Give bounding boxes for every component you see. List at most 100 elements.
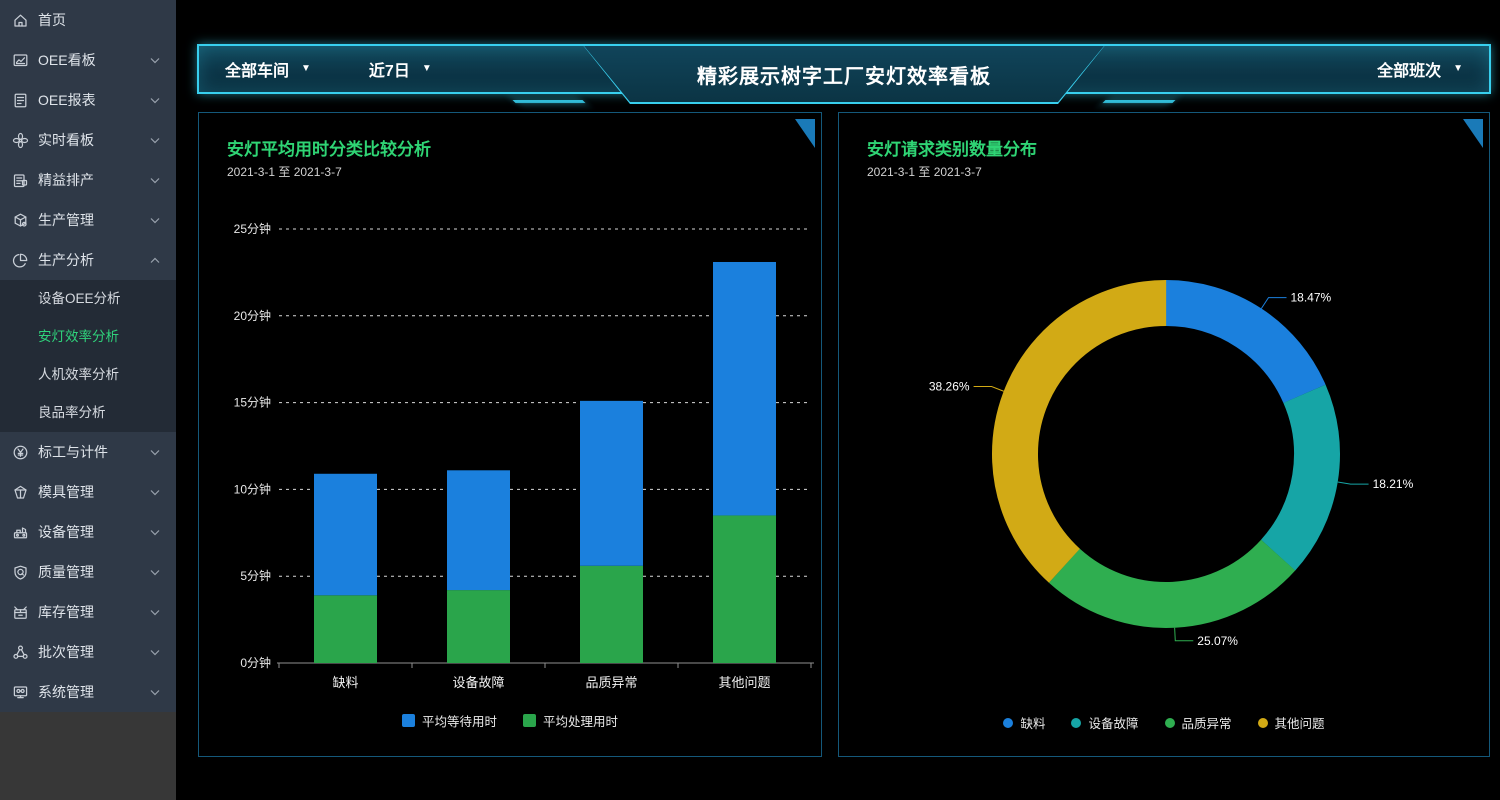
sidebar-menu: 首页 OEE看板 OEE报表实时看板精益排产生产管理生产分析设备OEE分析 安灯效率分… [0, 0, 176, 712]
sidebar-item-mold-mgmt[interactable]: 模具管理 [0, 472, 176, 512]
sidebar-item-production-analysis[interactable]: 生产分析 [0, 240, 176, 280]
legend-label: 设备故障 [1088, 717, 1139, 731]
donut-label-line [1260, 297, 1287, 309]
y-axis-tick-label: 5分钟 [240, 568, 271, 583]
x-axis-category-label: 缺料 [332, 675, 358, 690]
machine-icon [13, 526, 28, 538]
x-axis-category-label: 其他问题 [718, 675, 770, 690]
sidebar-item-oee-board[interactable]: OEE看板 [0, 40, 176, 80]
chevron-down-icon [150, 609, 160, 615]
sidebar-item-label: 首页 [38, 12, 66, 28]
legend-item[interactable]: 缺料 [1003, 713, 1045, 732]
legend-item[interactable]: 设备故障 [1071, 713, 1139, 732]
sidebar-item-label: 生产分析 [38, 252, 94, 268]
legend-dot [1257, 717, 1268, 728]
legend-item[interactable]: 其他问题 [1257, 713, 1325, 732]
sidebar-item-label: 质量管理 [38, 564, 94, 580]
sidebar-subitem-man-machine-efficiency-analysis[interactable]: 人机效率分析 [38, 367, 119, 382]
batch-nodes-icon [13, 644, 28, 659]
bar-segment [580, 400, 643, 566]
sidebar-item-batch-mgmt[interactable]: 批次管理 [0, 632, 176, 672]
donut-percent-label: 18.21% [1373, 477, 1414, 491]
bar-chart-title: 安灯平均用时分类比较分析 [227, 140, 431, 159]
sidebar-item-label: OEE报表 [38, 92, 96, 108]
home-icon [14, 14, 27, 27]
system-monitor-icon [13, 685, 28, 698]
sidebar-item-production-mgmt[interactable]: 生产管理 [0, 200, 176, 240]
donut-chart-date-range: 2021-3-1 至 2021-3-7 [867, 165, 982, 179]
inventory-box-icon [14, 605, 27, 619]
sidebar-item-label: 系统管理 [38, 684, 94, 700]
sidebar-item-equipment-mgmt[interactable]: 设备管理 [0, 512, 176, 552]
yen-circle-icon [13, 445, 28, 459]
date-range-filter-dropdown[interactable]: 近7日 ▼ [369, 57, 432, 81]
y-axis-tick-label: 15分钟 [234, 395, 271, 410]
donut-percent-label: 38.26% [929, 380, 970, 394]
sidebar-submenu-production-analysis: 设备OEE分析 安灯效率分析 人机效率分析 良品率分析 [0, 280, 176, 432]
bar-segment [314, 473, 377, 596]
bar-chart-legend: 平均等待用时 平均处理用时 [199, 711, 821, 730]
legend-swatch [523, 714, 536, 727]
sidebar-item-label: 生产管理 [38, 212, 94, 228]
legend-dot [1071, 717, 1082, 728]
y-axis-tick-label: 0分钟 [240, 655, 271, 670]
sidebar-item-oee-report[interactable]: OEE报表 [0, 80, 176, 120]
sidebar-subitem-andon-efficiency-analysis[interactable]: 安灯效率分析 [38, 329, 119, 344]
y-axis-tick-label: 25分钟 [234, 221, 271, 236]
bar-segment [314, 595, 377, 663]
bar-segment [713, 515, 776, 663]
sidebar-item-label: 设备管理 [38, 524, 94, 540]
legend-label: 品质异常 [1181, 717, 1232, 731]
sidebar-subitem-device-oee-analysis[interactable]: 设备OEE分析 [38, 291, 121, 306]
sidebar-item-label: 库存管理 [38, 604, 94, 620]
donut-percent-label: 25.07% [1197, 634, 1238, 648]
sidebar-item-std-work-piecework[interactable]: 标工与计件 [0, 432, 176, 472]
donut-label-line [1337, 481, 1369, 485]
legend-label: 平均等待用时 [421, 715, 497, 729]
chevron-down-icon [150, 137, 160, 143]
dashboard-chart-icon [13, 53, 28, 66]
sidebar-item-inventory-mgmt[interactable]: 库存管理 [0, 592, 176, 632]
legend-item[interactable]: 品质异常 [1164, 713, 1232, 732]
chevron-down-icon [150, 449, 160, 455]
sidebar-item-label: 模具管理 [38, 484, 94, 500]
caret-down-icon: ▼ [421, 63, 432, 74]
shift-filter-dropdown[interactable]: 全部班次 ▼ [1377, 57, 1463, 81]
bar-segment [580, 565, 643, 663]
legend-item[interactable]: 平均等待用时 [401, 711, 497, 730]
bar-segment [447, 470, 510, 591]
donut-slice [992, 280, 1340, 628]
topbar-filters: 全部车间 ▼ 近7日 ▼ [197, 44, 432, 94]
sidebar-item-label: 实时看板 [38, 132, 94, 148]
topbar-right-filter: 全部班次 ▼ [1377, 44, 1463, 94]
legend-dot [1164, 717, 1175, 728]
workshop-filter-dropdown[interactable]: 全部车间 ▼ [225, 57, 311, 81]
production-box-icon [14, 213, 27, 227]
topbar-accent-right [1102, 100, 1176, 103]
x-axis-category-label: 品质异常 [585, 675, 637, 690]
sidebar-item-realtime-board[interactable]: 实时看板 [0, 120, 176, 160]
sidebar-subitem-yield-rate-analysis[interactable]: 良品率分析 [38, 405, 106, 420]
legend-item[interactable]: 平均处理用时 [523, 711, 618, 730]
donut-slice [991, 280, 1340, 628]
donut-slice [992, 280, 1340, 628]
topbar: 精彩展示树字工厂安灯效率看板 全部车间 ▼ 近7日 ▼ 全部班次 ▼ [197, 44, 1491, 94]
topbar-center-plate: 精彩展示树字工厂安灯效率看板 [582, 44, 1106, 104]
legend-label: 其他问题 [1274, 717, 1325, 731]
caret-down-icon: ▼ [1453, 63, 1463, 74]
donut-chart-svg: 18.47% 18.21% 25.07% 38.26% [929, 280, 1414, 648]
donut-chart-title: 安灯请求类别数量分布 [867, 140, 1037, 159]
sidebar-item-quality-mgmt[interactable]: 质量管理 [0, 552, 176, 592]
caret-down-icon: ▼ [301, 63, 311, 74]
chevron-down-icon [150, 217, 160, 223]
schedule-doc-icon [13, 173, 28, 187]
sidebar-item-label: 批次管理 [38, 644, 94, 660]
donut-chart-legend: 缺料 设备故障 品质异常 其他问题 [839, 713, 1489, 732]
sidebar-item-home[interactable]: 首页 [0, 0, 176, 40]
y-axis-tick-label: 10分钟 [234, 481, 271, 496]
bar-segment [713, 261, 776, 516]
sidebar-item-system-mgmt[interactable]: 系统管理 [0, 672, 176, 712]
sidebar-item-lean-scheduling[interactable]: 精益排产 [0, 160, 176, 200]
chevron-down-icon [150, 569, 160, 575]
workshop-filter-label: 全部车间 [225, 63, 290, 80]
